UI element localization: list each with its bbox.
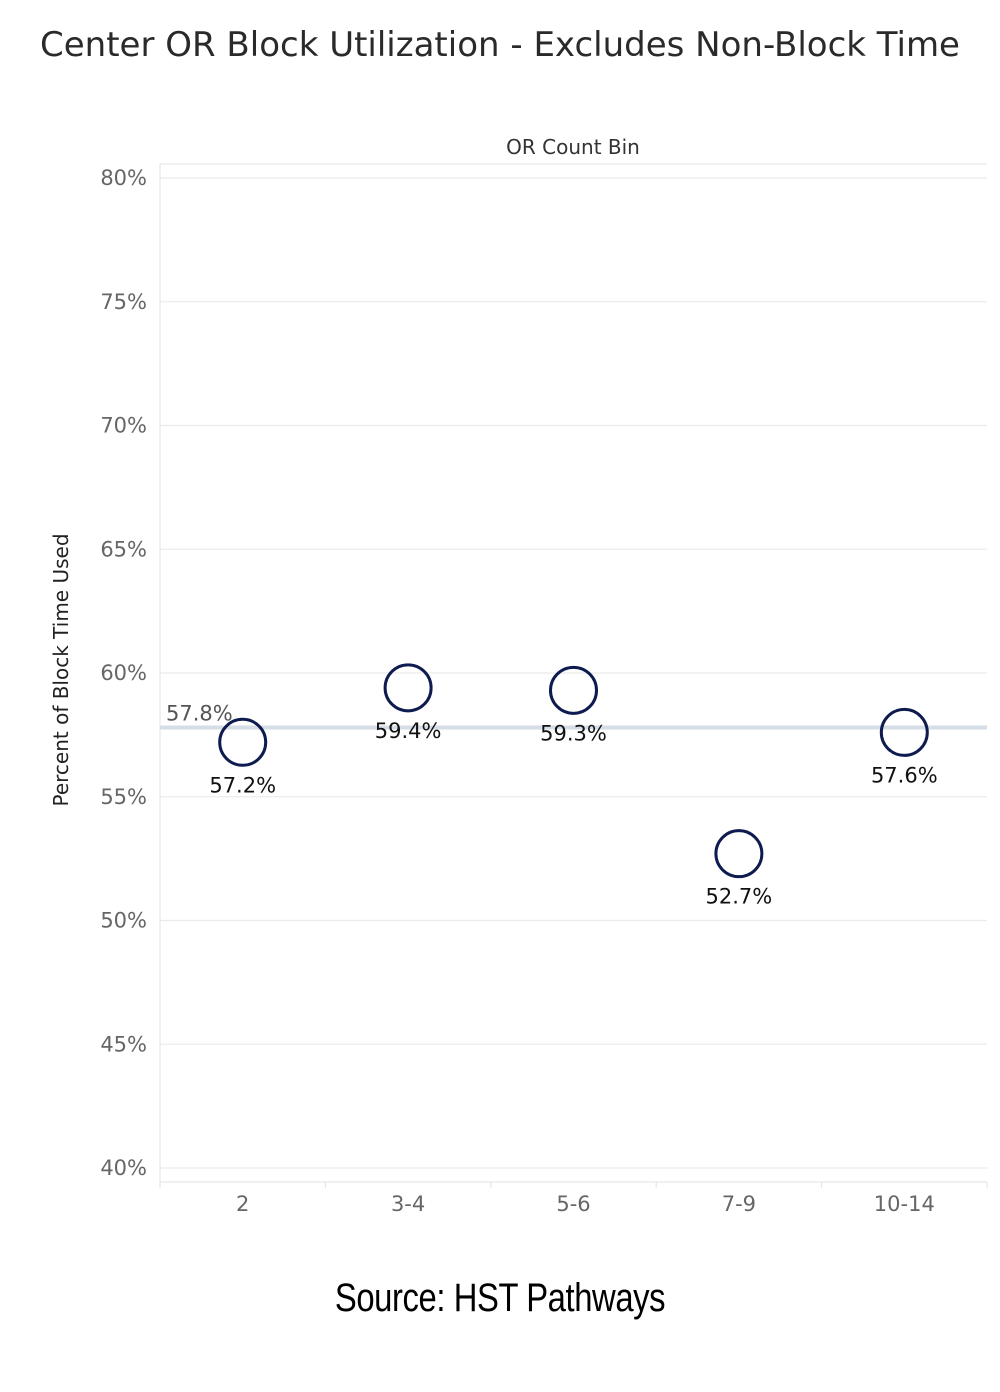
- source-caption: Source: HST Pathways: [334, 1276, 666, 1320]
- y-tick-label: 75%: [100, 290, 147, 314]
- y-tick-label: 55%: [100, 785, 147, 809]
- grid: [160, 163, 987, 1169]
- data-point: [549, 665, 598, 715]
- x-tick-label: 3-4: [391, 1192, 425, 1216]
- data-point: [383, 663, 433, 713]
- reference-line-label: 57.8%: [166, 701, 233, 725]
- y-tick-label: 65%: [100, 537, 147, 561]
- data-point: [879, 707, 929, 757]
- chart-plot: OR Count Bin Percent of Block Time Used …: [49, 135, 988, 1216]
- data-label: 52.7%: [706, 885, 773, 909]
- x-tick-labels: 2 3-4 5-6 7-9 10-14: [236, 1192, 935, 1216]
- y-tick-label: 45%: [100, 1032, 147, 1056]
- data-label: 57.6%: [871, 763, 938, 787]
- panel-border: [159, 164, 988, 1188]
- x-tick-label: 10-14: [874, 1192, 935, 1216]
- data-points: [218, 663, 929, 879]
- x-tick-label: 2: [236, 1192, 249, 1216]
- data-label: 59.3%: [540, 721, 607, 745]
- data-label: 57.2%: [209, 773, 276, 797]
- x-tick-label: 7-9: [722, 1192, 756, 1216]
- y-tick-label: 50%: [100, 909, 147, 933]
- y-tick-labels: 40% 45% 50% 55% 60% 65% 70% 75% 80%: [100, 166, 147, 1180]
- y-tick-label: 70%: [100, 414, 147, 438]
- chart-title: Center OR Block Utilization - Excludes N…: [40, 25, 960, 65]
- y-axis-label: Percent of Block Time Used: [49, 533, 73, 806]
- data-point: [218, 717, 268, 767]
- reference-line-group: 57.8%: [160, 701, 987, 730]
- facet-label: OR Count Bin: [506, 135, 640, 159]
- x-tick-label: 5-6: [556, 1192, 590, 1216]
- data-labels: 57.2% 59.4% 59.3% 52.7% 57.6%: [209, 719, 937, 909]
- y-tick-label: 60%: [100, 661, 147, 685]
- data-point: [714, 829, 764, 879]
- y-tick-label: 80%: [100, 166, 147, 190]
- data-label: 59.4%: [375, 719, 442, 743]
- y-tick-label: 40%: [100, 1156, 147, 1180]
